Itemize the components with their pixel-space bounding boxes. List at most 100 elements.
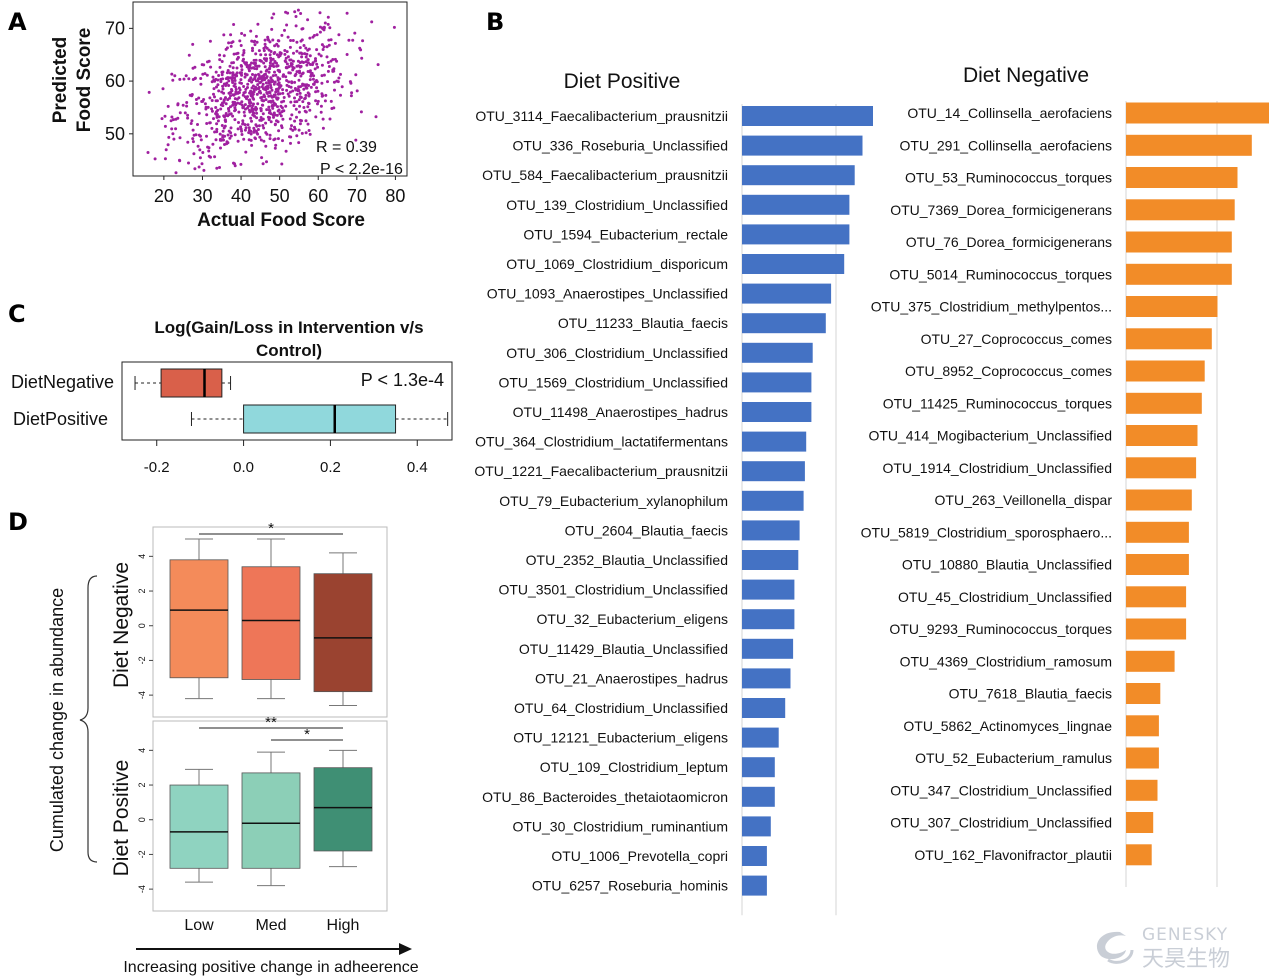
scatter-point [276,137,280,141]
scatter-point [272,111,276,115]
scatter-point [272,65,276,68]
scatter-point [239,162,243,166]
scatter-point [240,32,244,35]
scatter-point [192,152,196,156]
scatter-x-tick-label: 40 [231,186,251,206]
bar [742,194,850,215]
scatter-point [304,46,308,50]
scatter-point [330,107,334,110]
scatter-point [191,128,195,132]
scatter-point [294,107,298,111]
scatter-x-tick-label: 70 [347,186,367,206]
scatter-point [243,75,247,79]
scatter-point [298,61,302,65]
scatter-point [219,77,223,81]
bar-category-label: OTU_1006_Prevotella_copri [551,848,728,864]
scatter-point [256,22,260,26]
bar [1126,650,1175,672]
scatter-point [226,69,230,72]
scatter-point [181,103,185,107]
scatter-point [203,102,207,106]
scatter-point [270,88,274,92]
scatter-point [292,104,296,108]
scatter-point [186,140,190,144]
scatter-point [172,118,175,122]
bar-category-label: OTU_263_Veillonella_dispar [935,492,1113,508]
scatter-point [284,56,288,60]
boxplot-c-x-tick-label: -0.2 [144,459,170,476]
scatter-point [298,51,302,55]
scatter-point [271,106,275,110]
scatter-x-tick-label: 50 [270,186,290,206]
scatter-y-tick-label: 60 [105,71,125,91]
scatter-point [278,92,282,96]
scatter-point [350,91,354,95]
scatter-point [218,58,222,62]
scatter-point [240,129,244,133]
scatter-point [261,87,265,91]
scatter-point [318,30,322,34]
scatter-point [215,166,219,170]
scatter-point [315,33,319,37]
scatter-point [254,123,258,127]
scatter-point [230,41,233,45]
scatter-point [190,119,194,123]
scatter-point [250,143,254,147]
scatter-point [307,101,310,105]
scatter-point [293,100,297,104]
scatter-x-tick-label: 20 [154,186,174,206]
scatter-point [153,157,157,161]
scatter-point [376,63,380,67]
scatter-point [285,62,289,66]
boxplot-c-p-annotation: P < 1.3e-4 [361,370,444,390]
scatter-point [178,111,182,115]
scatter-point [254,137,257,141]
scatter-point [221,129,225,133]
scatter-point [161,87,165,91]
scatter-point [223,134,227,138]
bar [1126,328,1212,350]
bar-category-label: OTU_3501_Clostridium_Unclassified [498,582,728,598]
bar [742,698,786,718]
scatter-point [265,160,268,164]
scatter-point [281,88,285,92]
scatter-point [226,114,230,118]
scatter-point [231,73,235,77]
boxplot-c-boxes [134,368,449,434]
scatter-point [299,12,303,15]
scatter-point [392,25,396,29]
bar [742,609,795,630]
scatter-point [319,104,323,108]
scatter-point [221,87,225,91]
scatter-point [283,52,287,56]
scatter-point [233,109,237,113]
scatter-point [284,104,288,108]
scatter-point [174,171,178,175]
diet-positive-bars: OTU_3114_Faecalibacterium_prausnitzii OTU… [474,104,873,916]
scatter-point [207,154,211,158]
scatter-point [239,64,243,67]
scatter-point [178,77,182,81]
scatter-point [281,139,284,143]
scatter-point [250,93,254,97]
scatter-point [199,138,203,142]
boxplot-d-y-tick-label: 2 [137,783,147,788]
scatter-point [246,95,249,99]
scatter-point [255,116,259,120]
scatter-point [265,108,269,112]
scatter-point [264,81,268,85]
scatter-point [307,129,311,132]
scatter-point [321,126,325,130]
scatter-point [290,80,294,84]
scatter-point [268,61,272,65]
bar-category-label: OTU_76_Dorea_formicigenerans [906,234,1112,250]
scatter-point [233,73,237,77]
bar [1126,102,1269,124]
scatter-point [322,73,326,77]
scatter-point [268,67,272,71]
scatter-point [300,119,303,123]
bar-category-label: OTU_1594_Eubacterium_rectale [523,226,728,242]
scatter-point [286,11,290,15]
scatter-point [225,81,229,85]
